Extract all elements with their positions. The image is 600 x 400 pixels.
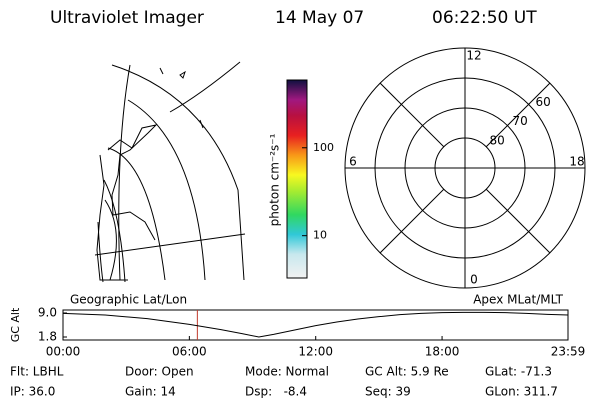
status-field: GLat: -71.3: [485, 365, 552, 379]
polar-spoke: [379, 82, 445, 148]
mlt-label: 12: [466, 49, 481, 63]
status-field: GC Alt: 5.9 Re: [365, 365, 449, 379]
polar-spoke: [485, 82, 551, 148]
polar-spoke: [379, 188, 445, 254]
timeline-frame: [62, 309, 569, 341]
right-label: Apex MLat/MLT: [473, 293, 563, 307]
mlt-label: 6: [349, 155, 357, 169]
x-tick-label: 06:00: [172, 345, 207, 359]
ring-label: 70: [513, 114, 528, 128]
date: 14 May 07: [275, 8, 364, 28]
time: 06:22:50 UT: [432, 8, 537, 28]
status-field: Door: Open: [125, 365, 194, 379]
colorbar-label: photon cm⁻²s⁻¹: [268, 133, 282, 226]
left-label: Geographic Lat/Lon: [70, 293, 187, 307]
colorbar-tick-label: 10: [313, 229, 327, 242]
status-field: Flt: LBHL: [10, 365, 64, 379]
y-axis-label: GC Alt: [9, 307, 22, 342]
status-field: Mode: Normal: [245, 365, 329, 379]
status-field: GLon: 311.7: [485, 385, 558, 399]
x-tick-label: 12:00: [298, 345, 333, 359]
mlt-label: 0: [470, 273, 478, 287]
title: Ultraviolet Imager: [50, 8, 204, 28]
status-field: IP: 36.0: [10, 385, 55, 399]
ring-label: 80: [490, 134, 505, 148]
colorbar: [286, 79, 308, 279]
polar-spoke: [485, 188, 551, 254]
altitude-line: [62, 311, 569, 338]
map: [94, 61, 246, 283]
ring-label: 60: [535, 95, 550, 109]
status-field: Seq: 39: [365, 385, 411, 399]
mlt-label: 18: [569, 155, 584, 169]
y-tick-label: 9.0: [38, 306, 57, 320]
y-tick-label: 1.8: [38, 330, 57, 344]
status-field: Gain: 14: [125, 385, 176, 399]
x-tick-label: 23:59: [551, 345, 586, 359]
x-tick-label: 18:00: [425, 345, 460, 359]
colorbar-tick-label: 100: [313, 141, 334, 154]
x-tick-label: 00:00: [46, 345, 81, 359]
status-field: Dsp: -8.4: [245, 385, 307, 399]
